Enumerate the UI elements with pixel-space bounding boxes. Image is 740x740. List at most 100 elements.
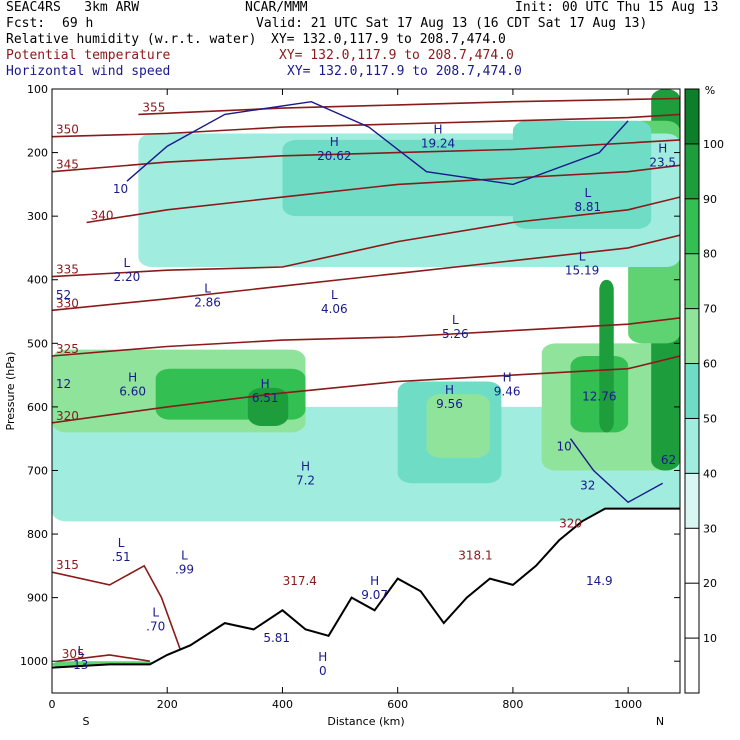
y-tick-label: 100	[27, 83, 48, 96]
forecast-label: Fcst:	[6, 16, 46, 31]
wind-contours: 10 10	[113, 100, 664, 504]
field-rh-label: Relative humidity (w.r.t. water)	[6, 32, 257, 47]
colorbar-tick-label: 90	[703, 193, 717, 206]
rh-region	[282, 139, 571, 217]
extremum-marker: L	[124, 256, 131, 270]
colorbar-bin	[685, 418, 699, 474]
field-wind-xy: XY= 132.0,117.9 to 208.7,474.0	[287, 64, 522, 79]
theta-contour-label: 345	[56, 158, 79, 172]
extremum-marker: H	[445, 383, 454, 397]
extremum-value: 9.07	[361, 588, 388, 602]
theta-contour-line	[52, 196, 680, 278]
theta-contour-line	[52, 234, 680, 312]
terrain-fill	[52, 508, 680, 693]
colorbar-bin	[685, 253, 699, 309]
rh-region	[247, 387, 289, 426]
theta-contour-line	[52, 355, 680, 424]
y-tick-label: 400	[27, 274, 48, 287]
extremum-marker: L	[181, 548, 188, 562]
contour-value-label: 52	[56, 288, 71, 302]
theta-contour-label: 335	[56, 263, 79, 277]
field-rh-xy: XY= 132.0,117.9 to 208.7,474.0	[271, 32, 506, 47]
contour-value-label: 32	[580, 479, 595, 493]
colorbar-tick-label: 50	[703, 412, 717, 425]
y-axis: 100 200 300 400 500 600 700 800 900 1000	[20, 83, 680, 668]
extremum-value: .70	[146, 620, 165, 634]
x-tick-label: 400	[272, 698, 293, 711]
rh-region	[426, 394, 490, 458]
colorbar-frame	[684, 88, 700, 694]
extremum-marker: H	[370, 574, 379, 588]
contour-value-label: 12	[56, 377, 71, 391]
theta-contours: 305 315 320 325 330 335 340 345 350 355	[52, 97, 680, 662]
wind-contour-label: 10	[557, 440, 572, 454]
y-tick-label: 800	[27, 528, 48, 541]
contour-value-label: 320	[559, 517, 582, 531]
extremum-marker: L	[204, 281, 211, 295]
extremum-value: 2.86	[194, 295, 221, 309]
colorbar-tick-label: 100	[703, 138, 724, 151]
y-axis-label: Pressure (hPa)	[4, 352, 17, 431]
x-tick-label: 600	[387, 698, 408, 711]
x-tick-label: 200	[157, 698, 178, 711]
x-tick-label: 800	[502, 698, 523, 711]
theta-contour-line	[57, 654, 151, 662]
extremum-marker: H	[261, 377, 270, 391]
theta-contour-label: 315	[56, 558, 79, 572]
extremum-value: 4.06	[321, 302, 348, 316]
wind-contour-line	[569, 438, 664, 504]
theta-contour-label: 325	[56, 342, 79, 356]
colorbar-unit: %	[705, 84, 715, 97]
y-tick-label: 300	[27, 210, 48, 223]
colorbar-tick-label: 40	[703, 467, 717, 480]
extremum-value: 6.60	[119, 384, 146, 398]
init-time: Init: 00 UTC Thu 15 Aug 13	[515, 0, 719, 15]
extremum-value: 23.5	[649, 156, 676, 170]
extremum-value: 13	[73, 658, 88, 672]
theta-contour-label: 350	[56, 123, 79, 137]
extremum-marker: H	[128, 370, 137, 384]
rh-region	[599, 279, 614, 433]
x-tick-label: 0	[49, 698, 56, 711]
theta-contour-line	[52, 139, 680, 173]
theta-contour-label: 340	[91, 209, 114, 223]
valid-time: Valid: 21 UTC Sat 17 Aug 13 (16 CDT Sat …	[256, 16, 648, 31]
extremum-value: 5.26	[442, 327, 469, 341]
extremum-value: 9.56	[436, 397, 463, 411]
model-label: SEAC4RS 3km ARW	[6, 0, 140, 15]
contour-value-label: 5.81	[263, 631, 290, 645]
annotations: L2.20L2.86L4.06L5.26L8.81H6.60H6.51H9.56…	[56, 123, 676, 679]
x-axis-label: Distance (km)	[327, 715, 404, 728]
x-axis: 0 200 400 600 800 1000	[49, 89, 642, 711]
colorbar-tick-label: 20	[703, 577, 717, 590]
extremum-value: 19.24	[421, 137, 455, 151]
contour-value-label: 62	[661, 453, 676, 467]
wind-contour-label: 10	[113, 182, 128, 196]
y-tick-label: 500	[27, 337, 48, 350]
extremum-value: 20.62	[317, 149, 351, 163]
wind-contour-line	[126, 100, 629, 186]
extremum-value: .99	[175, 562, 194, 576]
x-end-left: S	[83, 715, 90, 728]
field-wind-label: Horizontal wind speed	[6, 64, 171, 79]
extremum-value: .51	[112, 550, 131, 564]
extremum-marker: H	[434, 123, 443, 137]
colorbar-tick-label: 70	[703, 303, 717, 316]
extremum-value: 9.46	[494, 384, 521, 398]
contour-value-label: 317.4	[283, 574, 317, 588]
extremum-marker: L	[77, 644, 84, 658]
colorbar-bin	[685, 363, 699, 419]
extremum-marker: L	[584, 186, 591, 200]
extremum-value: 15.19	[565, 264, 599, 278]
rh-region	[52, 406, 680, 522]
extremum-marker: H	[503, 370, 512, 384]
x-end-right: N	[656, 715, 664, 728]
contour-value-label: 318.1	[458, 548, 492, 562]
extremum-value: 7.2	[296, 473, 315, 487]
colorbar-tick-label: 80	[703, 248, 717, 261]
y-tick-label: 700	[27, 464, 48, 477]
contour-value-label: 12.76	[582, 390, 616, 404]
y-tick-label: 200	[27, 147, 48, 160]
extremum-marker: L	[118, 536, 125, 550]
extremum-marker: L	[331, 288, 338, 302]
